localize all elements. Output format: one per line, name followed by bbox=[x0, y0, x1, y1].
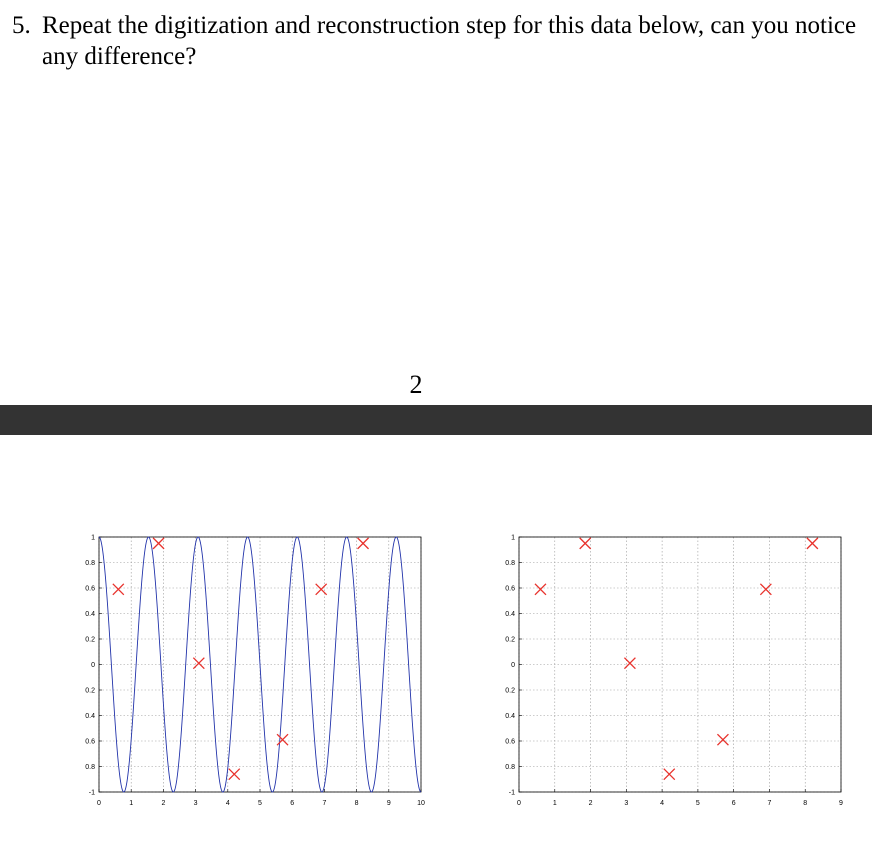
y-tick-label: 1 bbox=[91, 535, 95, 542]
y-tick-label: -0.2 bbox=[85, 688, 95, 695]
x-tick-label: 8 bbox=[355, 800, 359, 807]
x-tick-label: 2 bbox=[161, 800, 165, 807]
x-tick-label: 7 bbox=[767, 800, 771, 807]
signal-plot-samples: 0 1 2 3 4 5 6 7 8 9 -1 -0.8 -0.6 -0.4 -0.2 0 0.2 0.4 0.6 0.… bbox=[505, 525, 845, 810]
y-tick-label: -0.6 bbox=[505, 739, 515, 746]
x-tick-label: 1 bbox=[129, 800, 133, 807]
sample-marker bbox=[534, 583, 547, 596]
x-tick-label: 3 bbox=[194, 800, 198, 807]
y-tick-label: 0.8 bbox=[505, 560, 515, 567]
signal-plot-continuous: 0 1 2 3 4 5 6 7 8 9 10 -1 -0.8 -0.6 -0.4 -0.2 0 0.2 0.4 0.6… bbox=[85, 525, 425, 810]
y-tick-label: 0.4 bbox=[505, 611, 515, 618]
page-separator-bar bbox=[0, 405, 872, 435]
sample-marker bbox=[192, 657, 205, 670]
y-tick-label: 0.4 bbox=[85, 611, 95, 618]
page-number: 2 bbox=[409, 370, 423, 399]
x-tick-label: 2 bbox=[589, 800, 593, 807]
x-tick-label: 1 bbox=[553, 800, 557, 807]
sample-marker bbox=[276, 733, 289, 746]
x-tick-label: 8 bbox=[803, 800, 807, 807]
x-tick-label: 4 bbox=[660, 800, 664, 807]
x-tick-label: 4 bbox=[226, 800, 230, 807]
signal-plot-continuous-svg: 0 1 2 3 4 5 6 7 8 9 10 -1 -0.8 -0.6 -0.4 -0.2 0 0.2 0.4 0.6… bbox=[85, 535, 425, 808]
y-tick-label: -1 bbox=[509, 790, 515, 797]
y-tick-label: -1 bbox=[89, 790, 95, 797]
x-tick-label: 10 bbox=[417, 800, 425, 807]
x-tick-label: 9 bbox=[839, 800, 843, 807]
x-tick-label: 5 bbox=[696, 800, 700, 807]
y-tick-label: 0 bbox=[91, 662, 95, 669]
sample-marker bbox=[716, 733, 729, 746]
x-tick-label: 6 bbox=[290, 800, 294, 807]
y-tick-label: 0.6 bbox=[505, 586, 515, 593]
question-number: 5. bbox=[12, 12, 31, 39]
question-5: 5. Repeat the digitization and reconstru… bbox=[12, 10, 862, 72]
sample-marker bbox=[759, 583, 772, 596]
y-tick-label: 0.2 bbox=[505, 637, 515, 644]
question-text: Repeat the digitization and reconstructi… bbox=[42, 12, 857, 70]
y-tick-label: -0.6 bbox=[85, 739, 95, 746]
sample-marker bbox=[663, 768, 676, 781]
x-tick-label: 0 bbox=[97, 800, 101, 807]
y-tick-label: -0.8 bbox=[85, 764, 95, 771]
y-tick-label: -0.4 bbox=[505, 713, 515, 720]
x-tick-label: 0 bbox=[517, 800, 521, 807]
y-tick-label: 0.2 bbox=[85, 637, 95, 644]
y-tick-label: 0 bbox=[511, 662, 515, 669]
sample-marker bbox=[357, 537, 369, 550]
signal-plot-samples-svg: 0 1 2 3 4 5 6 7 8 9 -1 -0.8 -0.6 -0.4 -0.2 0 0.2 0.4 0.6 0.… bbox=[505, 535, 843, 808]
x-tick-label: 3 bbox=[624, 800, 628, 807]
x-tick-label: 5 bbox=[258, 800, 262, 807]
sample-marker bbox=[112, 583, 125, 596]
x-tick-label: 7 bbox=[322, 800, 326, 807]
sample-marker bbox=[623, 657, 636, 670]
sample-marker bbox=[228, 768, 241, 781]
y-tick-label: 0.6 bbox=[85, 586, 95, 593]
sample-marker bbox=[806, 537, 819, 550]
y-tick-label: 0.8 bbox=[85, 560, 95, 567]
x-tick-label: 6 bbox=[732, 800, 736, 807]
sample-marker bbox=[315, 583, 328, 596]
y-tick-label: -0.4 bbox=[85, 713, 95, 720]
x-tick-label: 9 bbox=[387, 800, 391, 807]
y-tick-label: -0.2 bbox=[505, 688, 515, 695]
sample-marker bbox=[579, 537, 592, 550]
signal-curve bbox=[98, 536, 422, 793]
sample-marker bbox=[152, 537, 165, 550]
y-tick-label: -0.8 bbox=[505, 764, 515, 771]
grid bbox=[518, 536, 842, 793]
y-tick-label: 1 bbox=[511, 535, 515, 542]
